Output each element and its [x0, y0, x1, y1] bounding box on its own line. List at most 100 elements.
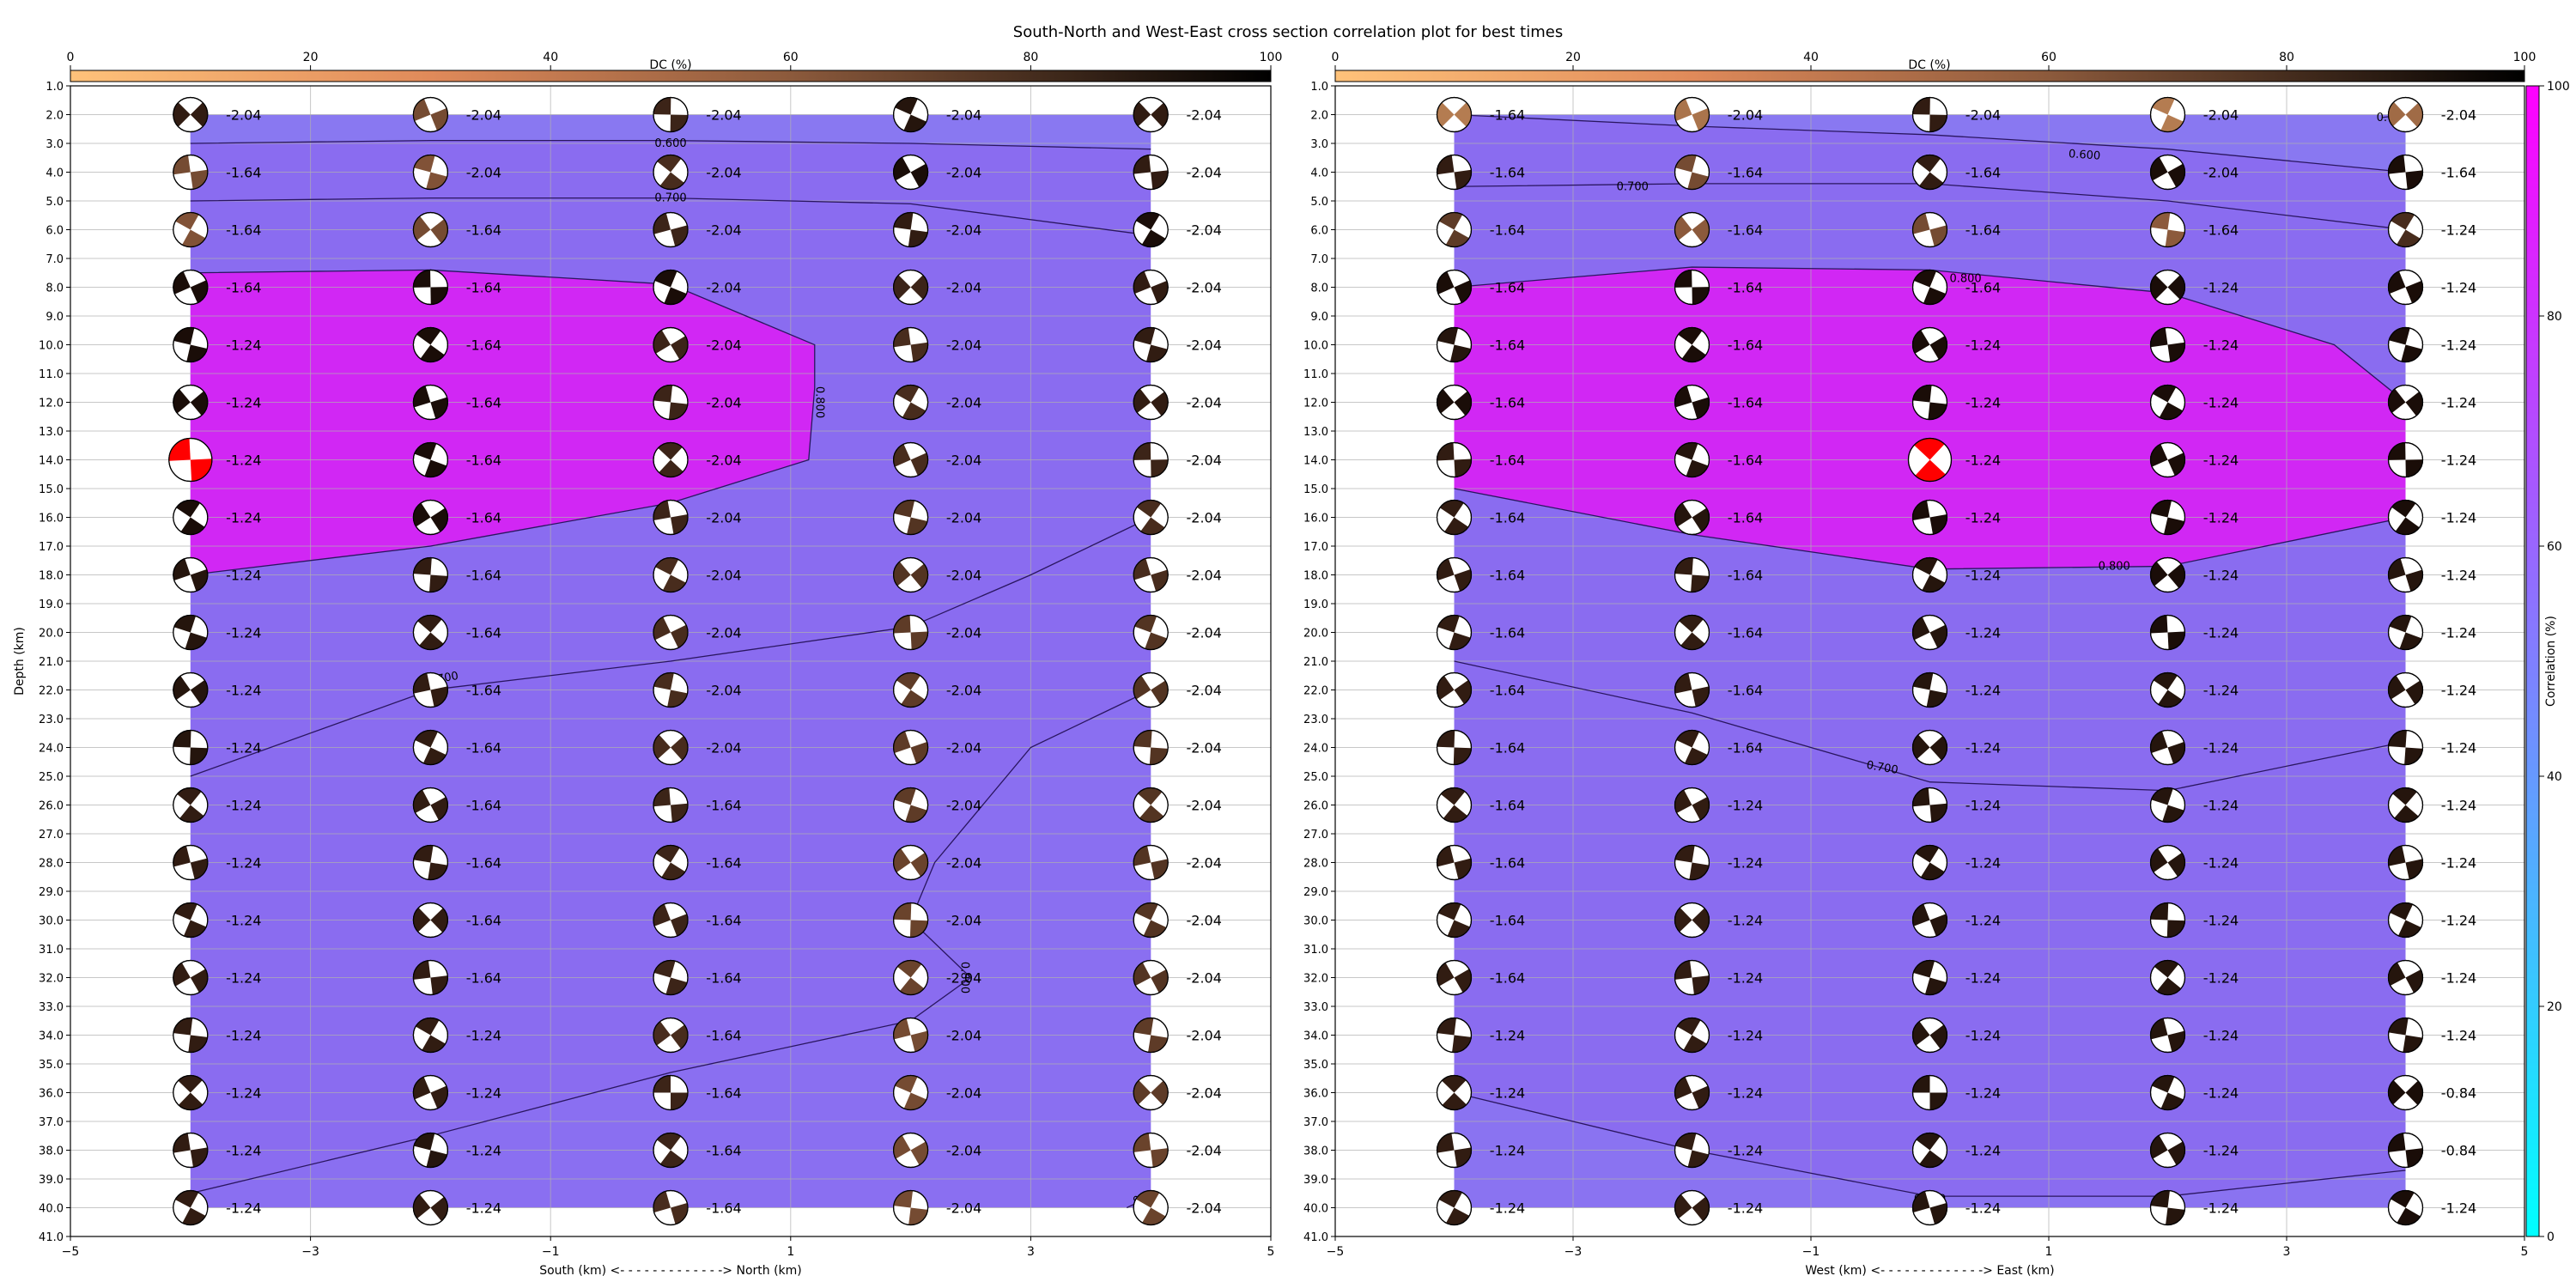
beachball-value: -1.64: [1490, 107, 1525, 124]
x-axis-label: South (km) <- - - - - - - - - - - - -> N…: [539, 1264, 802, 1278]
contour-line: [1454, 660, 2406, 792]
beachball-quadrant: [1454, 680, 1472, 704]
beachball-quadrant: [1454, 391, 1472, 416]
beachball-quadrant: [426, 1150, 447, 1168]
y-tick-label: 22.0: [1303, 685, 1328, 698]
beachball-quadrant: [2405, 859, 2423, 880]
y-tick-label: 3.0: [46, 138, 64, 151]
beachball: [1911, 154, 1948, 191]
beachball-value: -1.24: [226, 740, 261, 756]
x-tick-label: −1: [542, 1245, 560, 1259]
beachball-value: -1.24: [1965, 1028, 2001, 1044]
beachball-quadrant: [1151, 459, 1169, 477]
beachball-outline: [1674, 556, 1710, 593]
beachball: [653, 671, 689, 708]
beachball: [653, 959, 689, 996]
beachball-quadrant: [2167, 563, 2185, 588]
y-tick-label: 13.0: [1303, 426, 1328, 439]
beachball: [1436, 441, 1473, 478]
beachball-value: -1.64: [2441, 165, 2476, 181]
beachball-value: -1.24: [2203, 510, 2239, 526]
beachball-value: -2.04: [226, 107, 261, 124]
beachball: [892, 1189, 929, 1226]
beachball-quadrant: [1437, 1133, 1455, 1153]
beachball-outline: [412, 614, 448, 651]
beachball: [1674, 211, 1710, 248]
beachball-outline: [1436, 787, 1473, 823]
corr-tick-label: 40: [2547, 770, 2562, 784]
beachball-quadrant: [659, 172, 684, 190]
beachball-value: -2.04: [1186, 222, 1221, 239]
beachball-value: -1.24: [226, 395, 261, 411]
beachball-value: -2.04: [946, 165, 981, 181]
beachball: [2149, 614, 2186, 651]
y-tick-label: 18.0: [1303, 570, 1328, 583]
beachball-quadrant: [1692, 1085, 1710, 1109]
beachball-value: -1.64: [466, 855, 501, 872]
beachball-value: -1.24: [1965, 683, 2001, 699]
beachball-outline: [173, 326, 209, 363]
beachball: [892, 269, 929, 306]
beachball-outline: [1674, 1017, 1710, 1054]
y-tick-label: 8.0: [1310, 283, 1328, 295]
beachball: [412, 614, 448, 651]
beachball-value: -1.24: [2441, 1028, 2476, 1044]
beachball: [1436, 384, 1473, 421]
beachball-value: -1.24: [2441, 337, 2476, 354]
beachball-outline: [2387, 384, 2424, 421]
beachball-outline: [1674, 844, 1710, 881]
beachball-value: -1.24: [2441, 798, 2476, 814]
beachball-outline: [1133, 326, 1169, 363]
y-tick-label: 6.0: [46, 225, 64, 238]
dc-tick-label: 80: [2279, 51, 2294, 64]
beachball-quadrant: [1452, 1035, 1472, 1053]
beachball-value: -2.04: [946, 222, 981, 239]
beachball-quadrant: [895, 97, 918, 115]
beachball-quadrant: [2395, 517, 2420, 535]
beachball-quadrant: [190, 680, 208, 704]
beachball-outline: [2387, 154, 2424, 191]
beachball: [2149, 499, 2186, 536]
beachball-outline: [173, 154, 209, 191]
dc-tick-label: 40: [1803, 51, 1819, 64]
beachball-quadrant: [420, 344, 445, 362]
beachball-quadrant: [1912, 330, 1930, 354]
beachball-outline: [1133, 211, 1169, 248]
beachball: [892, 384, 929, 421]
beachball-quadrant: [1913, 270, 1936, 288]
beachball-value: -1.64: [1728, 740, 1763, 756]
y-tick-label: 9.0: [46, 311, 64, 324]
y-tick-label: 19.0: [1303, 598, 1328, 611]
beachball-value: -1.64: [1490, 798, 1525, 814]
dc-colorbar-ticks: 0 20 40 60 80 100: [1332, 51, 2536, 70]
beachball-quadrant: [2398, 920, 2421, 938]
beachball-outline: [892, 729, 929, 766]
beachball-value: -1.24: [2203, 568, 2239, 584]
beachball-value: -2.04: [1186, 395, 1221, 411]
beachball: [1436, 1017, 1473, 1054]
beachball-quadrant: [413, 1077, 431, 1100]
y-tick-label: 30.0: [39, 915, 64, 928]
beachball-quadrant: [430, 797, 448, 821]
beachball: [1911, 787, 1948, 823]
y-tick-label: 33.0: [39, 1001, 64, 1014]
beachball-value: -1.24: [1728, 855, 1763, 872]
beachball-outline: [1911, 1132, 1948, 1169]
beachball-value: -1.24: [226, 1085, 261, 1102]
beachball-value: -1.24: [226, 798, 261, 814]
beachball-quadrant: [1437, 676, 1455, 700]
beachball-outline: [892, 96, 929, 133]
beachball-quadrant: [1445, 229, 1469, 247]
beachball: [2149, 96, 2186, 133]
y-tick-label: 12.0: [1303, 398, 1328, 410]
y-tick-label: 41.0: [1303, 1231, 1328, 1244]
beachball-outline: [2149, 1017, 2186, 1054]
x-tick-label: −3: [1564, 1245, 1583, 1259]
beachball-quadrant: [1442, 1092, 1467, 1110]
y-tick-label: 35.0: [1303, 1059, 1328, 1072]
y-tick-label: 20.0: [39, 628, 64, 641]
beachball: [2387, 154, 2424, 191]
beachball-outline: [173, 959, 209, 996]
beachball: [1133, 729, 1169, 766]
y-tick-label: 23.0: [1303, 714, 1328, 726]
